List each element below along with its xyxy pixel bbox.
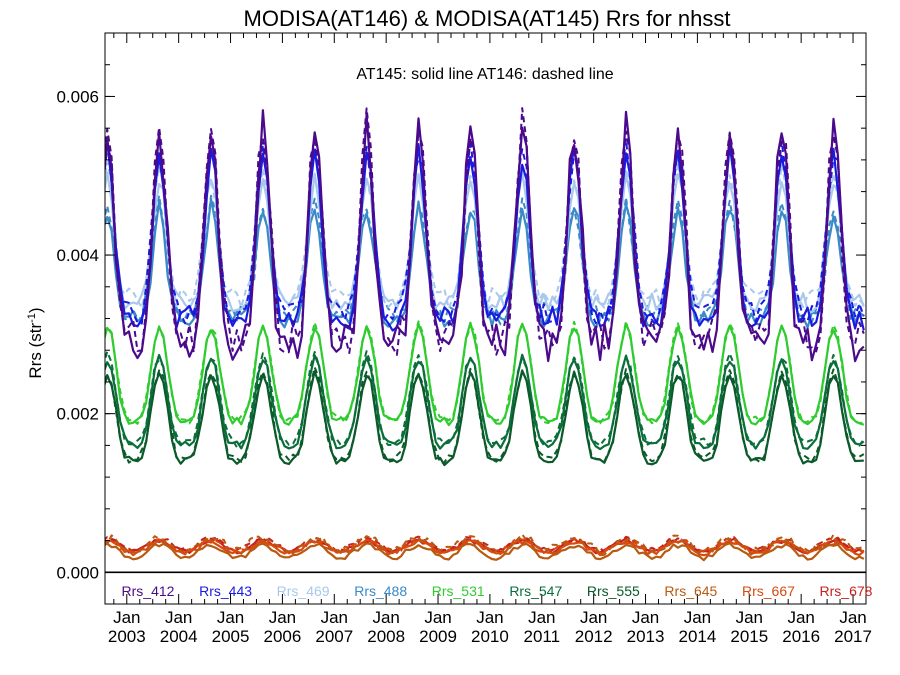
y-axis-label-tail: ) bbox=[26, 307, 45, 313]
series-line-rrs-531-at146 bbox=[105, 320, 864, 425]
y-axis-label: Rrs (str-1) bbox=[26, 307, 45, 378]
x-tick-month-label: Jan bbox=[528, 608, 555, 627]
legend-entry-rrs-469: Rrs_469 bbox=[277, 583, 330, 599]
y-axis-label-main: Rrs (str bbox=[26, 323, 45, 379]
series-line-rrs-412-at146 bbox=[105, 107, 865, 356]
series-line-rrs-555-at146 bbox=[105, 366, 865, 464]
plot-area bbox=[105, 107, 865, 562]
series-line-rrs-547-at146 bbox=[105, 350, 865, 449]
legend-entry-rrs-443: Rrs_443 bbox=[199, 583, 252, 599]
x-tick-year-label: 2015 bbox=[730, 627, 768, 646]
x-tick-month-label: Jan bbox=[372, 608, 399, 627]
legend-entry-rrs-488: Rrs_488 bbox=[354, 583, 407, 599]
x-tick-month-label: Jan bbox=[580, 608, 607, 627]
x-tick-month-label: Jan bbox=[736, 608, 763, 627]
x-tick-month-label: Jan bbox=[217, 608, 244, 627]
x-tick-year-label: 2006 bbox=[263, 627, 301, 646]
legend-entry-rrs-412: Rrs_412 bbox=[122, 583, 175, 599]
legend-entry-rrs-531: Rrs_531 bbox=[432, 583, 485, 599]
x-tick-year-label: 2009 bbox=[419, 627, 457, 646]
legend-entry-rrs-678: Rrs_678 bbox=[820, 583, 873, 599]
x-tick-month-label: Jan bbox=[476, 608, 503, 627]
plot-frame bbox=[104, 32, 867, 605]
x-tick-month-label: Jan bbox=[632, 608, 659, 627]
y-tick-label: 0.002 bbox=[56, 405, 99, 424]
x-tick-year-label: 2003 bbox=[108, 627, 146, 646]
y-tick-label: 0.000 bbox=[56, 563, 99, 582]
x-tick-month-label: Jan bbox=[787, 608, 814, 627]
x-tick-year-label: 2014 bbox=[678, 627, 716, 646]
x-tick-year-label: 2011 bbox=[524, 627, 561, 646]
y-axis-label-sup: -1 bbox=[26, 313, 38, 323]
x-tick-year-label: 2007 bbox=[315, 627, 353, 646]
legend-entry-rrs-645: Rrs_645 bbox=[664, 583, 717, 599]
x-tick-month-label: Jan bbox=[321, 608, 348, 627]
x-tick-year-label: 2013 bbox=[627, 627, 665, 646]
x-tick-year-label: 2008 bbox=[367, 627, 405, 646]
series-line-rrs-412-at145 bbox=[105, 109, 865, 363]
legend-entry-rrs-547: Rrs_547 bbox=[509, 583, 562, 599]
x-tick-month-label: Jan bbox=[269, 608, 296, 627]
chart-title: MODISA(AT146) & MODISA(AT145) Rrs for nh… bbox=[244, 6, 731, 31]
x-tick-month-label: Jan bbox=[113, 608, 140, 627]
x-tick-year-label: 2016 bbox=[782, 627, 820, 646]
x-tick-month-label: Jan bbox=[839, 608, 866, 627]
y-tick-label: 0.004 bbox=[56, 246, 99, 265]
x-tick-month-label: Jan bbox=[165, 608, 192, 627]
y-tick-label: 0.006 bbox=[56, 87, 99, 106]
x-tick-year-label: 2017 bbox=[834, 627, 872, 646]
legend: Rrs_412 Rrs_443 Rrs_469 Rrs_488 Rrs_531 Rrs_5… bbox=[122, 583, 873, 599]
legend-entry-rrs-667: Rrs_667 bbox=[742, 583, 795, 599]
x-tick-year-label: 2005 bbox=[212, 627, 250, 646]
x-tick-month-label: Jan bbox=[424, 608, 451, 627]
x-tick-year-label: 2010 bbox=[471, 627, 509, 646]
x-tick-year-label: 2012 bbox=[575, 627, 613, 646]
legend-entry-rrs-555: Rrs_555 bbox=[587, 583, 640, 599]
series-line-rrs-645-at146 bbox=[105, 533, 865, 557]
x-tick-year-label: 2004 bbox=[160, 627, 198, 646]
series-line-rrs-488-at146 bbox=[105, 194, 865, 326]
line-style-annotation: AT145: solid line AT146: dashed line bbox=[356, 66, 613, 83]
axes: 0.0000.0020.0040.006Jan2003Jan2004Jan200… bbox=[56, 32, 872, 646]
x-tick-month-label: Jan bbox=[684, 608, 711, 627]
series-line-rrs-645-at145 bbox=[105, 542, 865, 562]
svg-text:Rrs (str-1): Rrs (str-1) bbox=[26, 307, 45, 378]
